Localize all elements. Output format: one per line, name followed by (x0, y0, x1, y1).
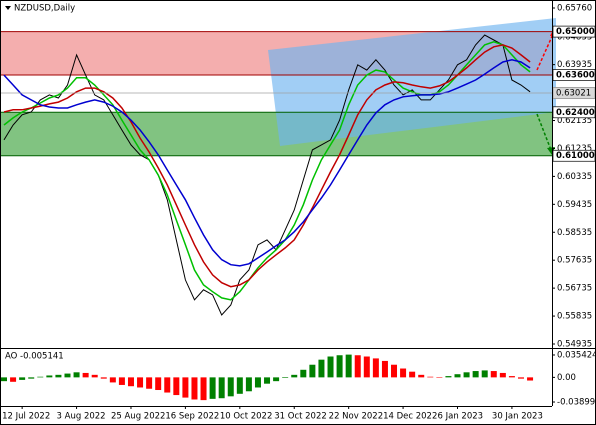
x-tick-label: 14 Dec 2022 (383, 412, 437, 422)
ao-bar (64, 373, 71, 378)
ao-bar (318, 359, 325, 378)
x-tick-label: 16 Sep 2022 (165, 412, 219, 422)
ao-bar (155, 377, 162, 391)
indicator-tick-label: 0.00 (557, 373, 576, 383)
ao-bar (391, 364, 398, 378)
ao-bar (46, 375, 53, 378)
x-tick-label: 30 Jan 2023 (492, 412, 543, 422)
ao-bar (182, 377, 189, 398)
y-tick-label: 0.54935 (557, 339, 592, 349)
ao-bar (436, 377, 443, 378)
ao-bar (191, 377, 198, 400)
ao-bar (1, 377, 7, 382)
y-tick-label: 0.59435 (557, 200, 592, 210)
x-tick-label: 10 Oct 2022 (220, 412, 273, 422)
ao-bar (363, 356, 370, 378)
x-tick-label: 22 Nov 2022 (329, 412, 383, 422)
ao-bar (227, 377, 234, 397)
ao-bar (209, 377, 216, 399)
y-tick-label: 0.65760 (557, 4, 592, 14)
ao-bar (354, 355, 361, 378)
chart-title: NZDUSD,Daily (14, 4, 75, 14)
ao-bar (19, 377, 26, 380)
indicator-tick-label: 0.035424 (557, 350, 596, 360)
ao-bar (173, 377, 180, 396)
ao-bar (254, 377, 261, 388)
y-tick-label: 0.61235 (557, 144, 592, 154)
ao-bar (137, 377, 144, 388)
y-tick-label: 0.60335 (557, 172, 592, 182)
ao-bar (472, 371, 479, 378)
y-tick-label: 0.58535 (557, 228, 592, 238)
y-tick-label: 0.56735 (557, 284, 592, 294)
ao-bar (100, 377, 107, 379)
level-label: 0.61000 (556, 151, 595, 161)
ao-bar (146, 377, 153, 389)
ao-bar (10, 377, 17, 382)
ao-bar (490, 371, 497, 378)
ao-bar (327, 356, 334, 378)
ao-bar (427, 376, 434, 378)
moving-average (3, 44, 531, 288)
menu-icon (5, 6, 11, 10)
ao-bar (372, 358, 379, 378)
ao-bar (463, 372, 470, 378)
ao-bar (291, 374, 298, 378)
y-tick-label: 0.62135 (557, 116, 592, 126)
x-tick-label: 25 Aug 2022 (111, 412, 165, 422)
ao-bar (273, 377, 280, 382)
channel (268, 18, 556, 146)
ao-bar (418, 374, 425, 378)
ao-bar (82, 372, 89, 378)
ao-bar (164, 377, 171, 393)
y-tick-label: 0.55835 (557, 312, 592, 322)
ao-bar (127, 377, 134, 387)
x-tick-label: 31 Oct 2022 (274, 412, 327, 422)
up-arrow (536, 31, 555, 71)
ao-bar (91, 374, 98, 378)
ao-bar (481, 370, 488, 378)
level-label: 0.65000 (556, 27, 595, 37)
last-price-label: 0.63021 (556, 89, 591, 99)
ao-bar (236, 377, 243, 394)
ao-bar (200, 377, 207, 401)
ao-bar (517, 377, 524, 379)
ao-bar (28, 377, 35, 379)
ao-bar (445, 376, 452, 378)
ao-bar (55, 374, 62, 378)
plot (0, 31, 552, 316)
x-tick-label: 12 Jul 2022 (2, 412, 50, 422)
ao-bar (409, 371, 416, 378)
ao-bar (218, 377, 225, 399)
ao-bar (336, 355, 343, 378)
ao-bar (245, 377, 252, 392)
ao-bar (400, 368, 407, 378)
ao-bar (37, 376, 44, 378)
ao-bar (309, 364, 316, 378)
down-arrow (536, 113, 552, 151)
ao-bar (300, 369, 307, 378)
price-axis: 0.657600.648330.639350.621350.612350.603… (552, 4, 596, 349)
ao-bar (345, 354, 352, 378)
ao-bar (381, 360, 388, 378)
ao-bar (264, 377, 271, 384)
x-tick-label: 3 Aug 2022 (57, 412, 106, 422)
ao-bar (454, 374, 461, 378)
ao-bar (109, 377, 116, 383)
y-tick-label: 0.63935 (557, 60, 592, 70)
ao-bar (527, 377, 534, 381)
x-tick-label: 6 Jan 2023 (438, 412, 484, 422)
ao-bar (508, 376, 515, 378)
indicator-title: AO -0.005141 (5, 352, 64, 362)
level-label: 0.63600 (556, 71, 595, 81)
ao-bar (282, 377, 289, 378)
moving-average (3, 41, 531, 301)
ao-bar (73, 372, 80, 378)
ao-bar (118, 377, 125, 385)
indicator-tick-label: -0.038999 (557, 398, 596, 408)
y-tick-label: 0.57635 (557, 256, 592, 266)
level-label: 0.62400 (556, 108, 595, 118)
ao-bar (499, 372, 506, 378)
